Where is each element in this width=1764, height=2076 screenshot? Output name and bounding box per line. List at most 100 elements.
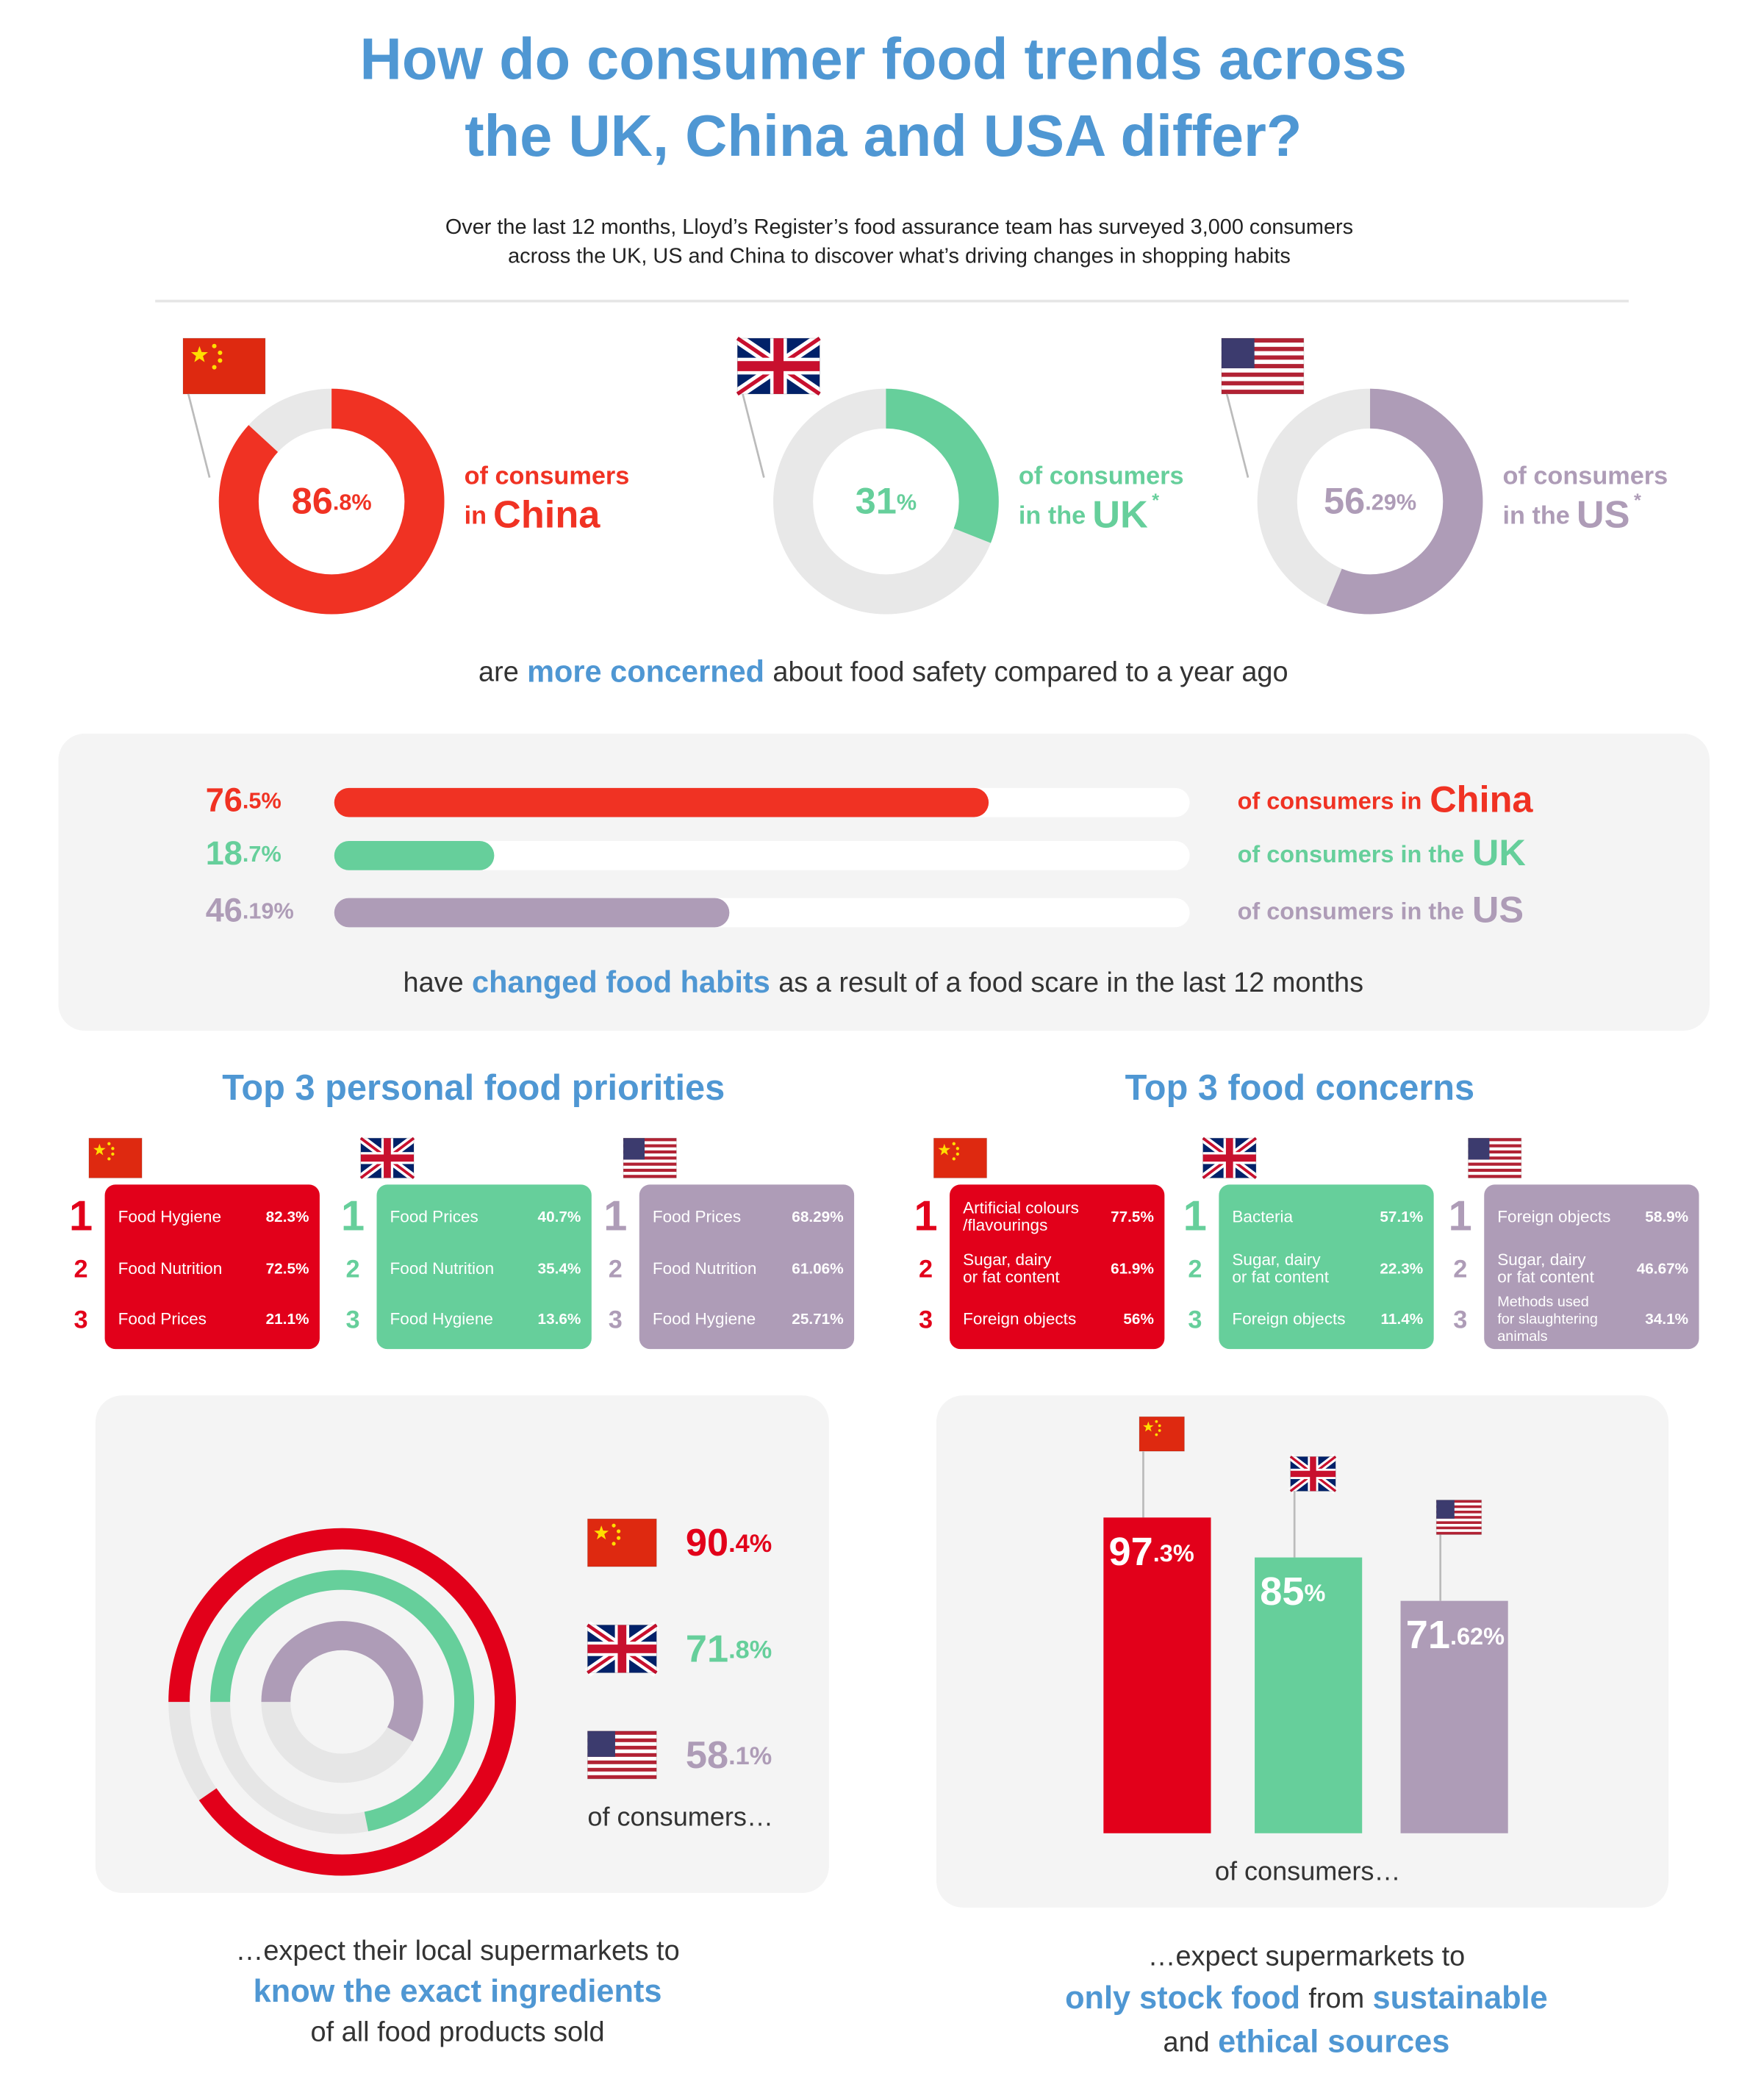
flag-stripe [623,1138,677,1142]
label: of consumers in the UK [1238,831,1527,873]
bar [334,898,730,928]
flag-field [587,1519,657,1567]
flag-stripe [1468,1175,1521,1178]
item-value: 35.4% [538,1260,581,1277]
flag-star [594,1525,609,1540]
flag-star [952,1157,956,1161]
flag-stripe [1436,1505,1482,1508]
item-name: Food Prices [118,1309,207,1328]
flag [1139,1416,1185,1452]
card [104,1184,320,1350]
item-name: or fat content [1497,1268,1594,1286]
rank: 2 [345,1256,359,1284]
card [1484,1184,1699,1350]
label-prefix: of consumers in the [1238,840,1465,867]
flag-stripe [1436,1526,1482,1530]
flag-star [617,1536,621,1540]
flag-star [218,350,223,355]
flag-stripe [1468,1150,1521,1154]
card [950,1184,1165,1350]
bar [1103,1517,1211,1833]
caption-text: have [404,967,464,998]
item-name: Food Hygiene [118,1207,221,1225]
value-label: 46.19% [206,891,294,928]
flag-field [1139,1417,1185,1452]
flag-star [956,1152,960,1156]
flag [933,1137,988,1178]
flag-cross [384,1138,391,1178]
flag-star [612,1523,616,1528]
flag [734,333,823,399]
bar [334,787,989,817]
rank: 1 [1183,1193,1207,1240]
caption-emphasis: know the exact ingredients [254,1975,662,2010]
item-value: 25.71% [792,1311,843,1328]
caption: …expect their local supermarkets to [235,1936,679,1966]
item-value: 58.9% [1645,1209,1688,1225]
flag-stripe [1221,338,1304,343]
country-name: US [1472,889,1524,931]
item-value: 21.1% [266,1311,309,1328]
item-name: Bacteria [1232,1207,1293,1225]
caption-emphasis: ethical sources [1218,2025,1449,2060]
flag-stripe [623,1168,677,1173]
flag-border [587,1624,657,1673]
flag-field [933,1138,987,1178]
country-name: US [1577,494,1630,537]
flag [358,1134,417,1181]
rank: 1 [603,1193,627,1240]
section-title: Top 3 food concerns [1125,1068,1474,1108]
item-name: for slaughtering [1497,1311,1598,1328]
subtitle-line: across the UK, US and China to discover … [508,245,1291,268]
flag-star [218,358,223,363]
rank: 2 [1188,1256,1202,1284]
flag-cross [1310,1456,1316,1492]
flag-border [1468,1137,1522,1178]
value-label: 71.8% [686,1628,772,1670]
rank: 1 [1449,1193,1472,1240]
item-name: Food Prices [653,1207,741,1225]
flag-stripe [1221,364,1304,368]
title-line: the UK, China and USA differ? [465,103,1302,168]
flag-cross [617,1625,627,1673]
label-prefix: of consumers in the [1238,898,1465,924]
label: in China [465,494,601,537]
flag-stripe [1436,1531,1482,1535]
flag [1221,337,1305,395]
bar-track [334,841,1190,870]
flag-star [107,1157,111,1161]
flag-stripe [587,1738,657,1742]
flag-star [212,365,217,370]
flag-stripe [623,1144,677,1148]
caption: only stock food from sustainable [1065,1981,1548,2016]
flag-border [1290,1456,1336,1492]
flag-stripe [587,1767,657,1772]
rank: 2 [919,1256,933,1284]
caption: of all food products sold [311,2016,605,2047]
flag-star [1155,1433,1158,1436]
card [639,1184,855,1350]
caption-text: …expect supermarkets to [1148,1941,1466,1972]
flag-canton [623,1138,645,1160]
flag-stripe [1221,355,1304,360]
bar [334,841,495,870]
flag-stripe [1221,390,1304,394]
flag-border [1202,1137,1257,1178]
value-label: 58.1% [686,1734,772,1777]
item-name: animals [1497,1328,1547,1345]
country-name: China [1430,778,1533,820]
item-value: 46.67% [1637,1260,1688,1277]
label-prefix: in the [1502,502,1569,530]
item-name: Food Prices [390,1207,478,1225]
flag-stripe [1221,372,1304,377]
flag-stripe [1468,1156,1521,1160]
label: of consumers in the US [1238,889,1524,931]
rank: 1 [914,1193,937,1240]
flag-stripe [1468,1168,1521,1173]
flag-canton [587,1730,615,1757]
flag-stripe [1436,1510,1482,1514]
flag-border [587,1730,657,1780]
flag-star [956,1147,960,1150]
flag-stripe [587,1745,657,1750]
